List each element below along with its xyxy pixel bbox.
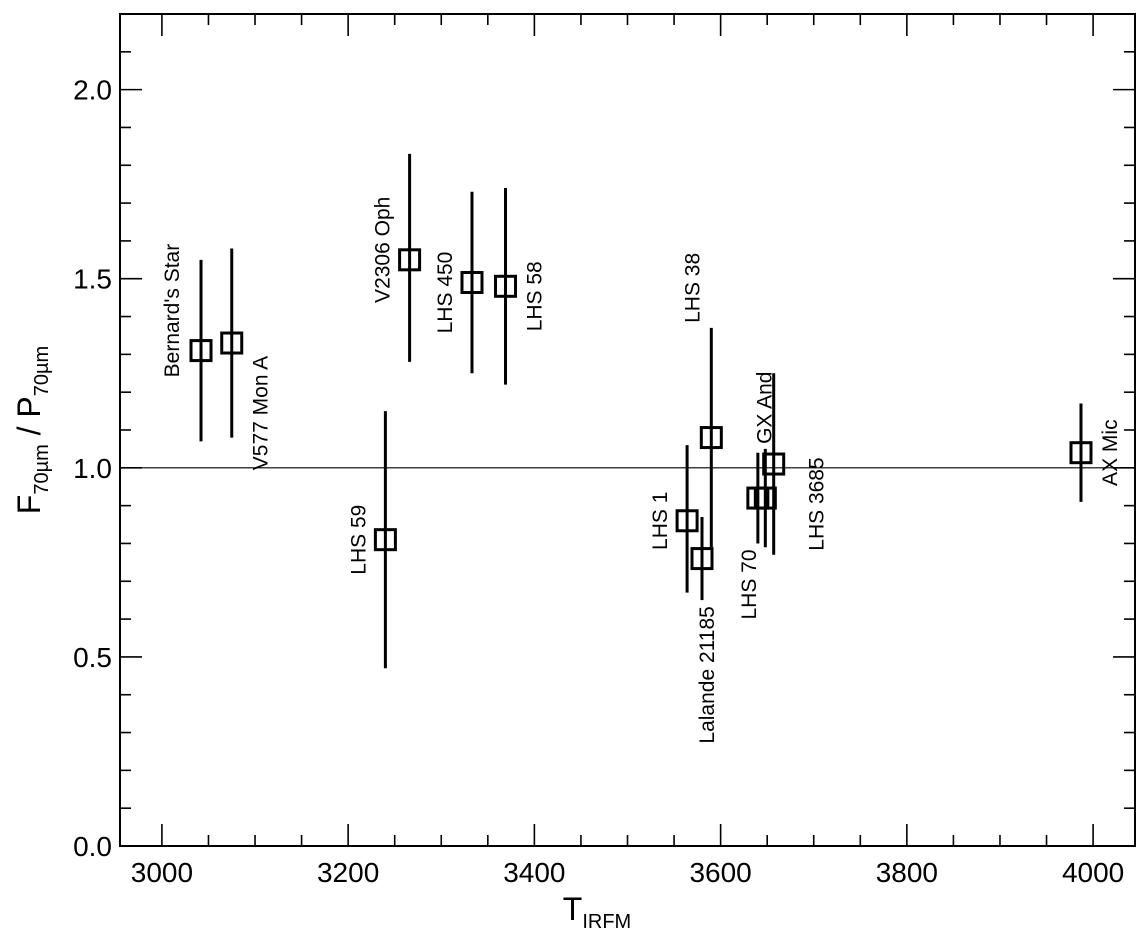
x-tick-label: 3800 [876, 857, 938, 888]
axis-ticks: 3000 3200 3400 3600 3800 4000 0.0 0.5 1.0 1.5 2.0 [73, 14, 1135, 888]
point-label: LHS 58 [524, 261, 547, 331]
y-tick-label: 2.0 [73, 75, 112, 106]
square-marker [220, 331, 244, 355]
point-label: Bernard's Star [161, 244, 184, 378]
x-tick-label: 3400 [503, 857, 565, 888]
square-marker [373, 528, 397, 552]
y-tick-label: 0.0 [73, 831, 112, 862]
data-point: Lalande 21185 [690, 516, 719, 744]
data-point: V577 Mon A [220, 248, 273, 470]
y-axis-label: F70µm / P70µm [11, 346, 53, 514]
point-label: LHS 450 [434, 252, 457, 334]
x-tick-label: 3600 [689, 857, 751, 888]
point-label: AX Mic [1099, 419, 1122, 486]
point-label: LHS 3685 [806, 457, 829, 550]
data-point: LHS 58 [494, 187, 547, 385]
data-point: LHS 59 [347, 411, 397, 669]
point-label: Lalande 21185 [696, 606, 719, 743]
x-tick-label: 3200 [317, 857, 379, 888]
x-axis-label: TIRFM [563, 891, 631, 933]
point-label: GX And [753, 372, 776, 444]
x-tick-label: 3000 [131, 857, 193, 888]
square-marker [460, 271, 484, 295]
data-point: LHS 38 [681, 253, 723, 548]
y-tick-label: 0.5 [73, 642, 112, 673]
data-point: AX Mic [1069, 403, 1122, 502]
point-label: LHS 59 [347, 505, 370, 575]
data-point: LHS 450 [434, 191, 484, 374]
square-marker [1069, 441, 1093, 465]
square-marker [753, 486, 777, 510]
square-marker [189, 339, 213, 363]
point-label: V577 Mon A [250, 356, 273, 470]
y-tick-label: 1.0 [73, 453, 112, 484]
data-point: LHS 1 [649, 445, 699, 593]
y-tick-label: 1.5 [73, 264, 112, 295]
square-marker [699, 426, 723, 450]
square-marker [762, 452, 786, 476]
point-label: LHS 1 [649, 492, 672, 550]
data-point: Bernard's Star [161, 244, 213, 442]
data-point: LHS 3685 [762, 373, 829, 555]
data-point: V2306 Oph [372, 153, 422, 362]
square-marker [675, 509, 699, 533]
x-tick-label: 4000 [1062, 857, 1124, 888]
point-label: LHS 38 [681, 253, 704, 323]
data-point: GX And [753, 372, 777, 548]
data-points: Bernard's Star V577 Mon A LHS 59 V2306 Oph L… [161, 153, 1122, 744]
square-marker [494, 274, 518, 298]
data-point: LHS 70 [738, 452, 770, 620]
square-marker [690, 547, 714, 571]
square-marker [398, 248, 422, 272]
point-label: LHS 70 [738, 549, 761, 619]
point-label: V2306 Oph [372, 197, 395, 303]
